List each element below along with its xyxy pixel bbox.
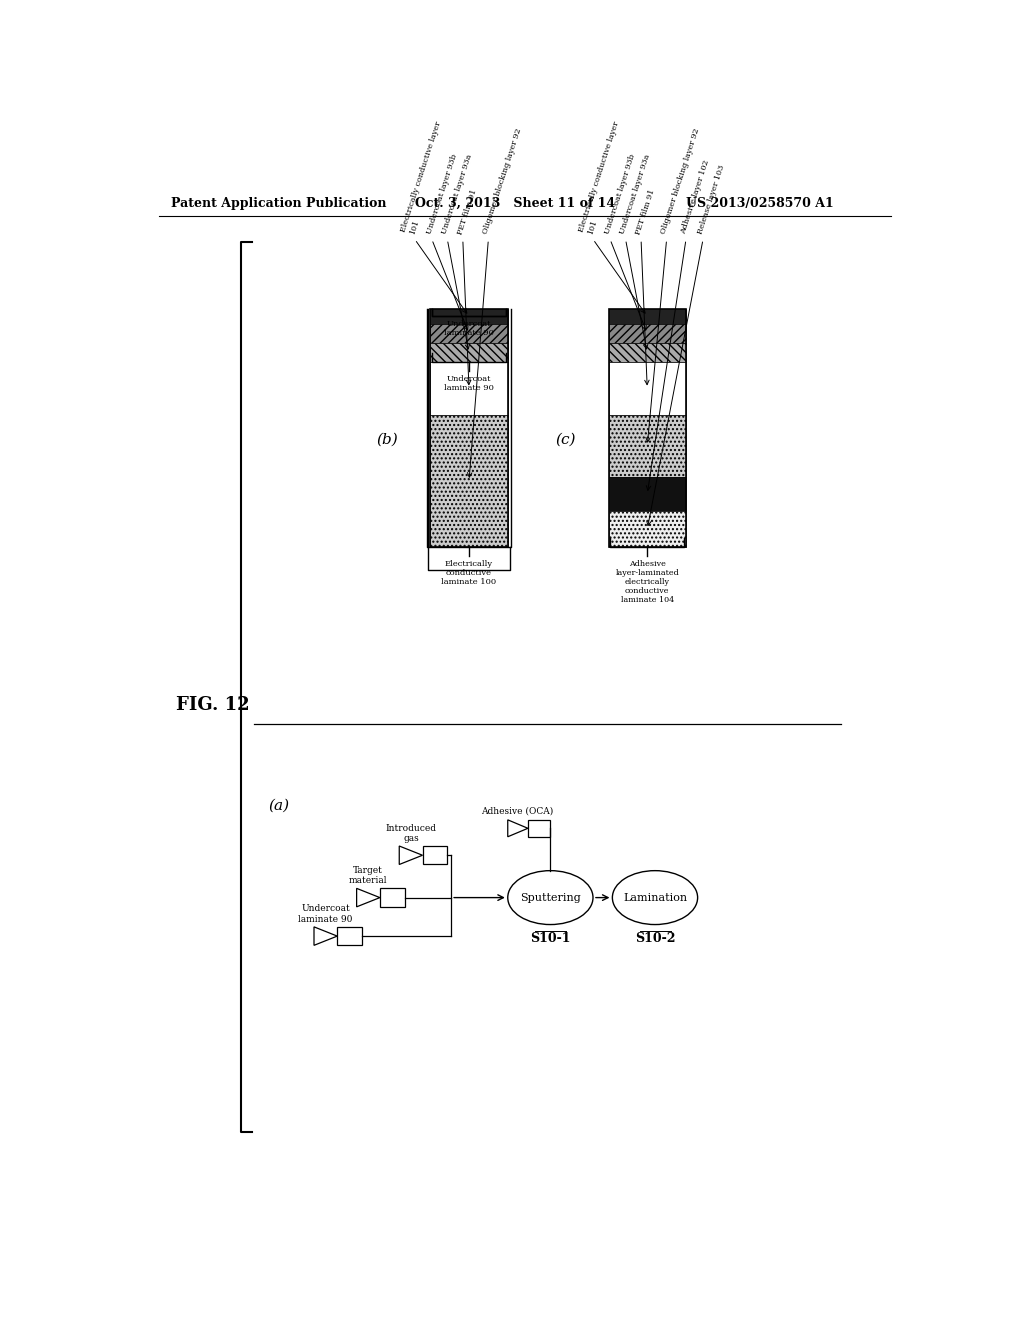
Text: Electrically conductive layer
101: Electrically conductive layer 101 [399, 120, 452, 235]
Bar [608, 309, 686, 325]
Text: Electrically
conductive
laminate 100: Electrically conductive laminate 100 [441, 560, 497, 586]
Text: PET film 91: PET film 91 [456, 187, 478, 235]
Bar [430, 343, 508, 362]
Text: Oct. 3, 2013   Sheet 11 of 14: Oct. 3, 2013 Sheet 11 of 14 [415, 197, 614, 210]
Bar [423, 846, 447, 865]
Text: Adhesive layer 102: Adhesive layer 102 [679, 160, 711, 235]
Bar [430, 309, 508, 548]
Text: Adhesive
layer-laminated
electrically
conductive
laminate 104: Adhesive layer-laminated electrically co… [615, 560, 679, 605]
Text: Undercoat
laminate 90: Undercoat laminate 90 [298, 904, 353, 924]
Bar [608, 309, 686, 548]
Text: Undercoat layer 93b: Undercoat layer 93b [425, 153, 459, 235]
Polygon shape [356, 888, 380, 907]
Bar [608, 362, 686, 414]
Text: Undercoat
laminate 90: Undercoat laminate 90 [444, 375, 494, 392]
Text: PET film 91: PET film 91 [634, 187, 656, 235]
Bar [430, 309, 508, 325]
Text: Undercoat layer 93a: Undercoat layer 93a [440, 153, 474, 235]
Text: Introduced
gas: Introduced gas [385, 824, 436, 843]
Text: FIG. 12: FIG. 12 [176, 696, 250, 714]
Text: S10-1: S10-1 [530, 932, 570, 945]
Text: Sputtering: Sputtering [520, 892, 581, 903]
Bar [380, 888, 404, 907]
Text: Oligomer blocking layer 92: Oligomer blocking layer 92 [481, 128, 523, 235]
Text: Undercoat layer 93a: Undercoat layer 93a [618, 153, 652, 235]
Text: (b): (b) [377, 433, 398, 447]
Bar [608, 477, 686, 511]
Text: (a): (a) [268, 799, 290, 812]
Bar [528, 820, 550, 837]
Bar [430, 362, 508, 414]
Bar [430, 325, 508, 343]
Text: Target
material: Target material [349, 866, 387, 886]
Bar [608, 414, 686, 477]
Text: Undercoat layer 93b: Undercoat layer 93b [603, 153, 637, 235]
Bar [608, 511, 686, 548]
Polygon shape [314, 927, 337, 945]
Text: Undercoat
laminate 90: Undercoat laminate 90 [444, 321, 494, 338]
Text: Release layer 103: Release layer 103 [696, 164, 726, 235]
Bar [430, 414, 508, 548]
Text: Patent Application Publication: Patent Application Publication [171, 197, 386, 210]
Bar [608, 325, 686, 343]
Polygon shape [399, 846, 423, 865]
Text: Oligomer blocking layer 92: Oligomer blocking layer 92 [659, 128, 701, 235]
Text: (c): (c) [556, 433, 577, 447]
Polygon shape [508, 820, 528, 837]
Ellipse shape [508, 871, 593, 924]
Text: S10-2: S10-2 [635, 932, 675, 945]
Bar [337, 927, 362, 945]
Text: US 2013/0258570 A1: US 2013/0258570 A1 [686, 197, 834, 210]
Text: Lamination: Lamination [623, 892, 687, 903]
Text: Electrically conductive layer
101: Electrically conductive layer 101 [578, 120, 630, 235]
Text: Adhesive (OCA): Adhesive (OCA) [481, 807, 553, 816]
Ellipse shape [612, 871, 697, 924]
Bar [608, 343, 686, 362]
